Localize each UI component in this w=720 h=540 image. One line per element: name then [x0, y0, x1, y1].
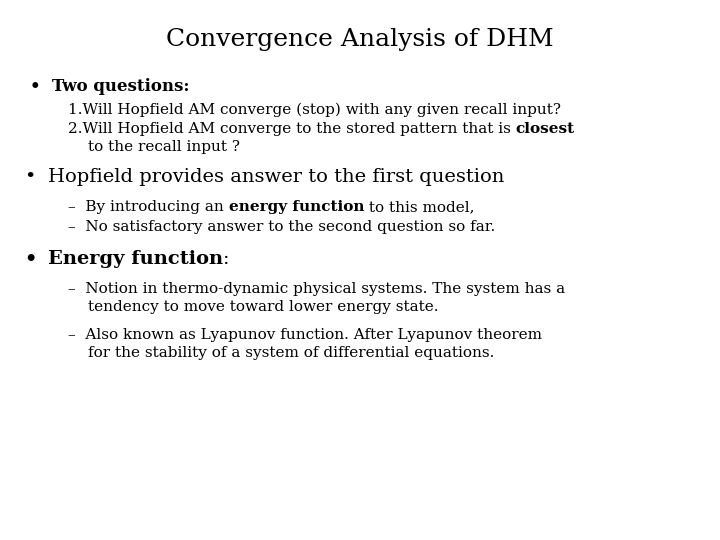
- Text: Energy function: Energy function: [48, 250, 223, 268]
- Text: to this model,: to this model,: [364, 200, 474, 214]
- Text: –  Also known as Lyapunov function. After Lyapunov theorem: – Also known as Lyapunov function. After…: [68, 328, 542, 342]
- Text: energy function: energy function: [229, 200, 364, 214]
- Text: Convergence Analysis of DHM: Convergence Analysis of DHM: [166, 28, 554, 51]
- Text: to the recall input ?: to the recall input ?: [88, 140, 240, 154]
- Text: •: •: [24, 168, 35, 186]
- Text: •: •: [24, 250, 37, 268]
- Text: for the stability of a system of differential equations.: for the stability of a system of differe…: [88, 346, 495, 360]
- Text: closest: closest: [516, 122, 575, 136]
- Text: :: :: [223, 250, 230, 268]
- Text: 2.Will Hopfield AM converge to the stored pattern that is: 2.Will Hopfield AM converge to the store…: [68, 122, 516, 136]
- Text: •: •: [30, 78, 40, 95]
- Text: –  Notion in thermo-dynamic physical systems. The system has a: – Notion in thermo-dynamic physical syst…: [68, 282, 565, 296]
- Text: Hopfield provides answer to the first question: Hopfield provides answer to the first qu…: [48, 168, 505, 186]
- Text: tendency to move toward lower energy state.: tendency to move toward lower energy sta…: [88, 300, 438, 314]
- Text: –  By introducing an: – By introducing an: [68, 200, 229, 214]
- Text: Two questions:: Two questions:: [52, 78, 189, 95]
- Text: 1.Will Hopfield AM converge (stop) with any given recall input?: 1.Will Hopfield AM converge (stop) with …: [68, 103, 561, 117]
- Text: –  No satisfactory answer to the second question so far.: – No satisfactory answer to the second q…: [68, 220, 495, 234]
